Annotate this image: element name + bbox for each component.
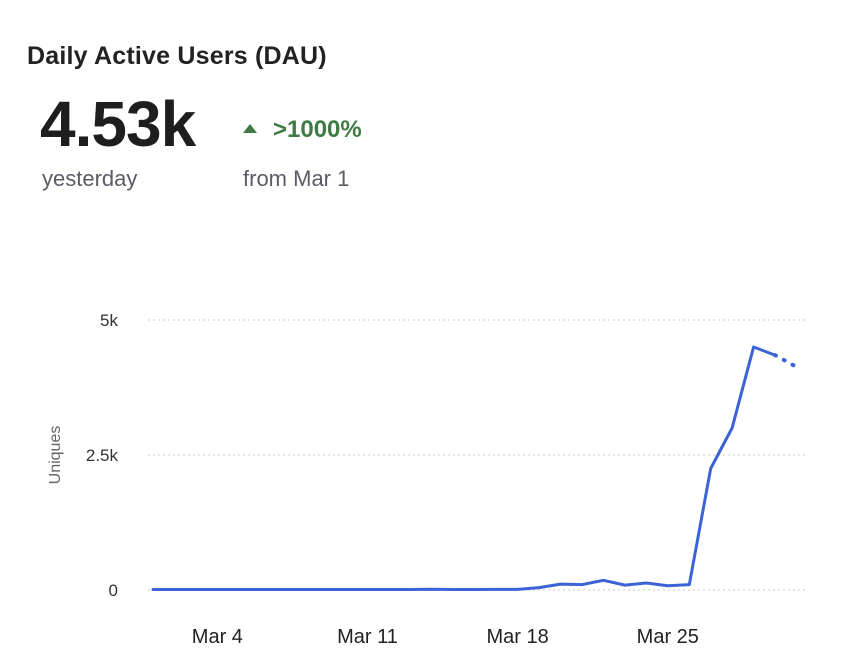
change-compare-label: from Mar 1 bbox=[243, 166, 350, 191]
series-line bbox=[151, 345, 777, 591]
triangle-up-icon bbox=[243, 123, 257, 133]
change-indicator: >1000% bbox=[243, 116, 362, 144]
x-tick-label: Mar 25 bbox=[637, 626, 699, 648]
series-line-projected bbox=[773, 353, 799, 369]
metric-period: yesterday bbox=[42, 166, 138, 191]
x-tick-label: Mar 4 bbox=[192, 626, 243, 648]
y-tick-label: 2.5k bbox=[86, 446, 119, 465]
x-tick-label: Mar 18 bbox=[487, 626, 549, 648]
change-value: >1000% bbox=[273, 116, 362, 143]
y-tick-label: 0 bbox=[109, 581, 118, 600]
y-axis-label: Uniques bbox=[47, 426, 64, 485]
metric-value: 4.53k bbox=[40, 88, 196, 160]
y-tick-label: 5k bbox=[100, 311, 118, 330]
x-tick-label: Mar 11 bbox=[337, 626, 398, 648]
card-title: Daily Active Users (DAU) bbox=[27, 42, 327, 70]
